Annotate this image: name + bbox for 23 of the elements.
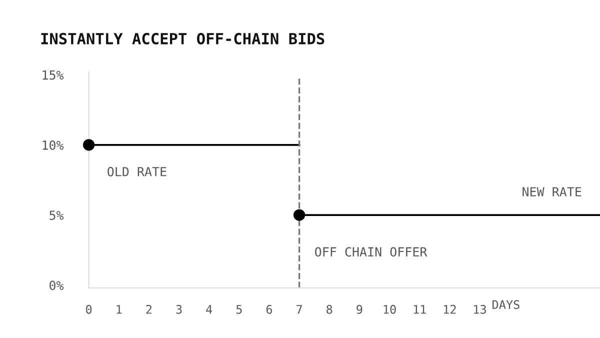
x-axis-title: DAYS xyxy=(492,300,520,310)
x-tick-label: 4 xyxy=(206,305,212,314)
x-tick-label: 7 xyxy=(296,305,302,314)
x-tick-label: 3 xyxy=(176,304,182,314)
x-tick-label: 1 xyxy=(116,305,122,314)
x-tick-label: 10 xyxy=(384,304,396,314)
x-tick-label: 6 xyxy=(266,304,272,314)
y-tick-label: 15% xyxy=(42,70,64,80)
x-tick-label: 5 xyxy=(236,305,242,314)
x-tick-label: 8 xyxy=(326,304,332,314)
x-tick-label: 11 xyxy=(414,305,426,314)
x-tick-label: 9 xyxy=(356,304,362,314)
x-tick-label: 13 xyxy=(474,304,486,314)
x-tick-label: 0 xyxy=(86,304,92,314)
y-tick-label: 10% xyxy=(42,140,64,150)
y-tick-label: 5% xyxy=(50,210,64,220)
x-tick-label: 2 xyxy=(146,304,152,314)
ref-line-label: OFF CHAIN OFFER xyxy=(315,247,428,257)
y-tick-label: 0% xyxy=(50,280,64,290)
chart-title: INSTANTLY ACCEPT OFF-CHAIN BIDS xyxy=(41,32,324,44)
series-label: NEW RATE xyxy=(522,187,582,196)
x-tick-label: 12 xyxy=(444,304,456,314)
series-label: OLD RATE xyxy=(108,166,166,176)
